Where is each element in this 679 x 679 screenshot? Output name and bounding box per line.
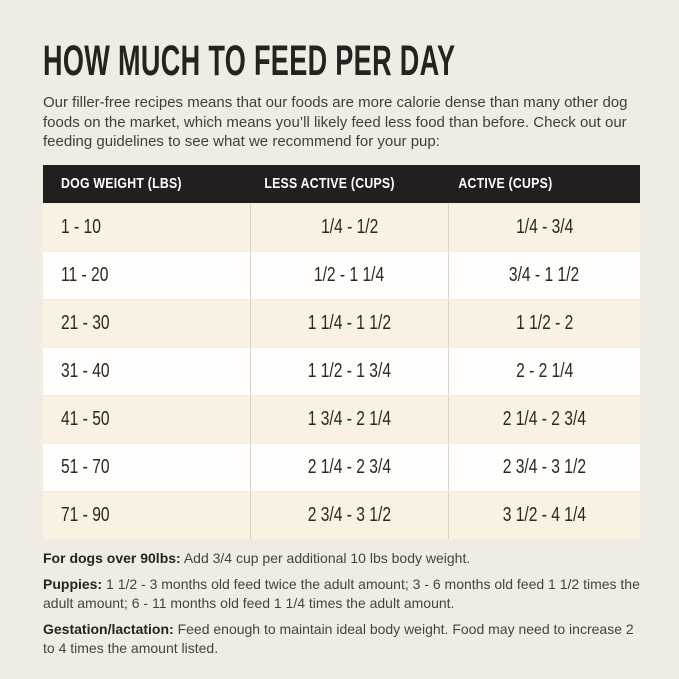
column-header-less-active: LESS ACTIVE (CUPS): [264, 175, 395, 192]
cell-active: 1 1/2 - 2: [448, 299, 640, 347]
cell-less-active: 2 3/4 - 3 1/2: [250, 491, 448, 539]
cell-active: 2 1/4 - 2 3/4: [448, 395, 640, 443]
page-title-text: HOW MUCH TO FEED PER DAY: [43, 37, 456, 85]
cell-active: 2 3/4 - 3 1/2: [448, 443, 640, 491]
table-row: 1 - 10 1/4 - 1/2 1/4 - 3/4: [43, 202, 640, 251]
note-gestation-lactation: Gestation/lactation: Feed enough to main…: [43, 620, 643, 658]
cell-less-active: 1 1/2 - 1 3/4: [250, 347, 448, 395]
note-over-90lbs-text: Add 3/4 cup per additional 10 lbs body w…: [180, 549, 471, 566]
cell-less-active: 1 1/4 - 1 1/2: [250, 299, 448, 347]
cell-less-active: 1 3/4 - 2 1/4: [250, 395, 448, 443]
cell-less-active: 2 1/4 - 2 3/4: [250, 443, 448, 491]
page-title: HOW MUCH TO FEED PER DAY: [43, 37, 643, 85]
note-over-90lbs: For dogs over 90lbs: Add 3/4 cup per add…: [43, 549, 643, 568]
note-puppies: Puppies: 1 1/2 - 3 months old feed twice…: [43, 575, 643, 613]
column-header-dog-weight: DOG WEIGHT (LBS): [61, 175, 182, 192]
cell-active: 3 1/2 - 4 1/4: [448, 491, 640, 539]
cell-active: 3/4 - 1 1/2: [448, 251, 640, 299]
cell-weight: 41 - 50: [61, 407, 110, 430]
table-header-row: DOG WEIGHT (LBS) LESS ACTIVE (CUPS) ACTI…: [43, 164, 640, 203]
note-gestation-lactation-label: Gestation/lactation:: [43, 620, 174, 637]
table-row: 41 - 50 1 3/4 - 2 1/4 2 1/4 - 2 3/4: [43, 394, 640, 443]
cell-weight: 1 - 10: [61, 215, 101, 238]
feeding-table: DOG WEIGHT (LBS) LESS ACTIVE (CUPS) ACTI…: [43, 164, 640, 539]
column-header-active: ACTIVE (CUPS): [458, 175, 553, 192]
table-row: 51 - 70 2 1/4 - 2 3/4 2 3/4 - 3 1/2: [43, 442, 640, 491]
cell-weight: 31 - 40: [61, 359, 110, 382]
table-row: 31 - 40 1 1/2 - 1 3/4 2 - 2 1/4: [43, 346, 640, 395]
cell-weight: 11 - 20: [61, 263, 109, 286]
footnotes: For dogs over 90lbs: Add 3/4 cup per add…: [43, 549, 643, 658]
cell-less-active: 1/2 - 1 1/4: [250, 251, 448, 299]
cell-weight: 51 - 70: [61, 455, 110, 478]
note-gestation-lactation-text: Feed enough to maintain ideal body weigh…: [43, 620, 634, 656]
cell-less-active: 1/4 - 1/2: [250, 203, 448, 251]
table-row: 21 - 30 1 1/4 - 1 1/2 1 1/2 - 2: [43, 298, 640, 347]
cell-weight: 21 - 30: [61, 311, 110, 334]
intro-paragraph: Our filler-free recipes means that our f…: [43, 94, 628, 150]
cell-active: 1/4 - 3/4: [448, 203, 640, 251]
note-puppies-text: 1 1/2 - 3 months old feed twice the adul…: [43, 575, 640, 611]
table-row: 11 - 20 1/2 - 1 1/4 3/4 - 1 1/2: [43, 250, 640, 299]
cell-weight: 71 - 90: [61, 503, 110, 526]
cell-active: 2 - 2 1/4: [448, 347, 640, 395]
note-puppies-label: Puppies:: [43, 575, 103, 592]
note-over-90lbs-label: For dogs over 90lbs:: [43, 549, 181, 566]
table-row: 71 - 90 2 3/4 - 3 1/2 3 1/2 - 4 1/4: [43, 490, 640, 539]
